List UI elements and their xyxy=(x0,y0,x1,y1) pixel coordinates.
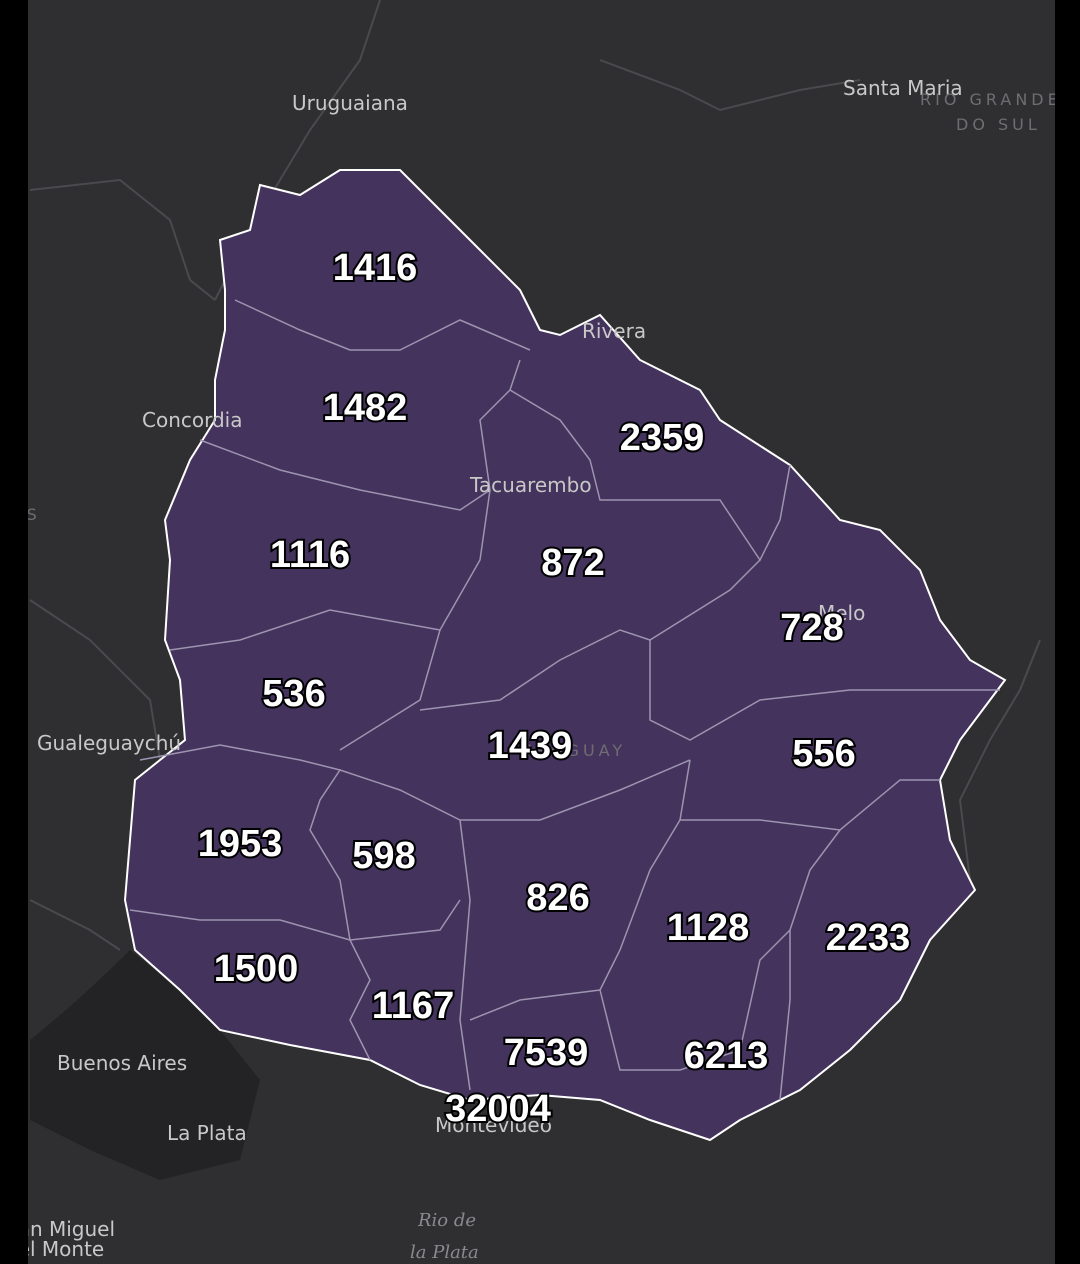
place-label: DO SUL xyxy=(956,115,1041,134)
region-value: 6213 xyxy=(684,1035,769,1077)
region-value: 536 xyxy=(262,673,325,715)
place-label: Buenos Aires xyxy=(57,1051,187,1075)
place-label: Rio de xyxy=(417,1210,476,1231)
region-value: 598 xyxy=(352,835,415,877)
place-label: Melo xyxy=(818,601,865,625)
place-label: RIO GRANDE xyxy=(920,90,1062,109)
region-value: 1500 xyxy=(214,948,299,990)
region-labels: 1416 1482 2359 1116 872 728 536 1439 556 1953 598 8… xyxy=(196,245,913,1132)
water xyxy=(30,950,260,1180)
region-value: 556 xyxy=(792,733,855,775)
place-label: Tacuarembo xyxy=(469,473,592,497)
region-value: 1128 xyxy=(667,907,749,949)
place-label: Santa Maria xyxy=(843,76,963,100)
place-label: Uruguaiana xyxy=(292,91,408,115)
department-borders xyxy=(129,299,1000,1101)
region-value: 728 xyxy=(780,607,843,649)
right-border xyxy=(1055,0,1080,1264)
region-value: 2233 xyxy=(826,917,911,959)
region-value: 1167 xyxy=(372,985,454,1027)
region-value: 2359 xyxy=(620,417,705,459)
region-value: 1482 xyxy=(323,387,408,429)
place-label: La Plata xyxy=(167,1121,247,1145)
region-value: 1953 xyxy=(198,823,283,865)
place-label: Montevideo xyxy=(435,1113,552,1137)
place-label: Rivera xyxy=(582,319,646,343)
region-value: 872 xyxy=(541,542,604,584)
region-value: 826 xyxy=(526,877,589,919)
place-label: Gualeguaychú xyxy=(37,731,181,755)
country-outline xyxy=(123,169,1007,1142)
place-label: la Plata xyxy=(410,1242,479,1263)
place-label: Concordia xyxy=(142,408,243,432)
place-label: URUGUAY xyxy=(520,741,626,760)
region-value: 7539 xyxy=(504,1032,589,1074)
region-value: 1416 xyxy=(333,247,418,289)
region-value: 1439 xyxy=(488,725,573,767)
region-value: 32004 xyxy=(445,1088,551,1130)
left-border xyxy=(0,0,28,1264)
region-value: 1116 xyxy=(270,534,350,576)
